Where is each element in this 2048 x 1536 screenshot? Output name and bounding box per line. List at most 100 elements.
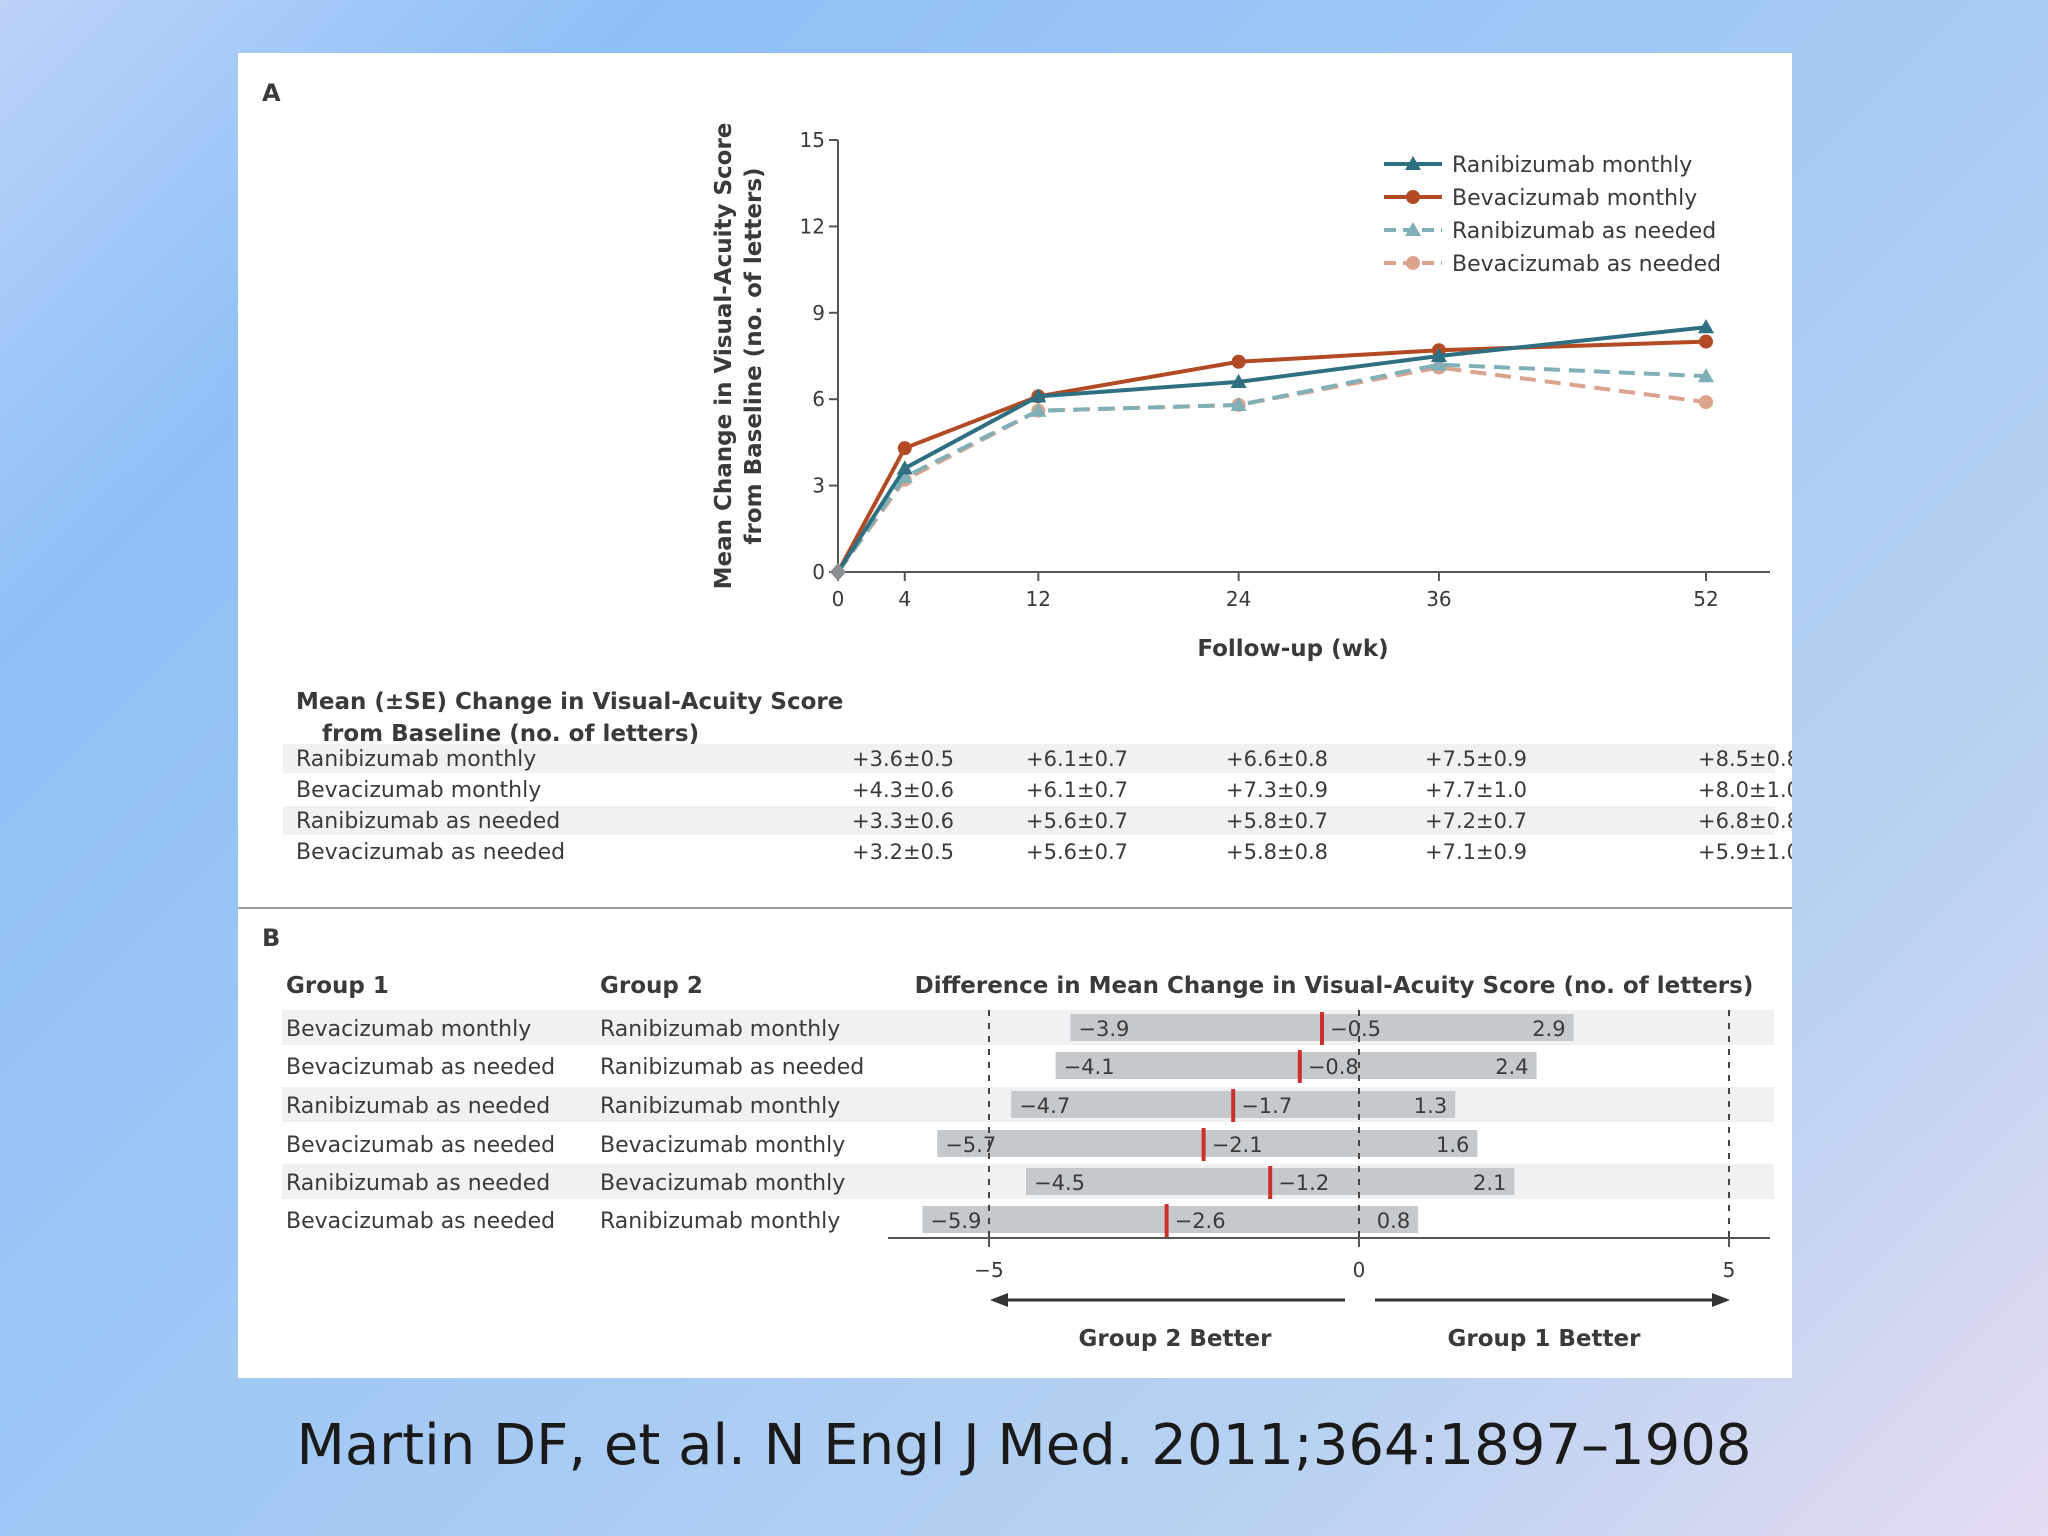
interval-low-label: −4.1	[1064, 1055, 1115, 1079]
y-axis-title-line: from Baseline (no. of letters)	[741, 167, 767, 544]
forest-row-group-2: Ranibizumab monthly	[600, 1209, 840, 1234]
legend-marker-2	[1404, 221, 1422, 237]
point-estimate-label: −0.8	[1308, 1055, 1359, 1079]
table-cell: +7.2±0.7	[1425, 809, 1527, 833]
table-row-stripe	[283, 806, 1775, 835]
confidence-interval-bar	[937, 1130, 1478, 1157]
arrow-right-head	[1712, 1293, 1730, 1307]
confidence-interval-bar	[1055, 1052, 1537, 1079]
group-1-better-label: Group 1 Better	[1448, 1326, 1642, 1352]
forest-row-group-2: Ranibizumab monthly	[600, 1017, 840, 1042]
legend-label: Ranibizumab monthly	[1452, 153, 1692, 178]
series-2-point	[1030, 402, 1047, 417]
table-cell: +5.6±0.7	[1026, 809, 1128, 833]
panel-a-table: Mean (±SE) Change in Visual-Acuity Score…	[283, 689, 1792, 865]
forest-x-tick-label: −5	[974, 1258, 1003, 1282]
table-cell: +3.6±0.5	[852, 747, 954, 771]
legend-label: Bevacizumab as needed	[1452, 252, 1721, 277]
y-tick-label: 12	[800, 214, 825, 238]
interval-high-label: 2.9	[1532, 1017, 1565, 1041]
interval-low-label: −5.9	[930, 1209, 981, 1233]
y-tick-label: 0	[812, 560, 825, 584]
table-cell: +6.1±0.7	[1026, 747, 1128, 771]
interval-low-label: −5.7	[945, 1133, 996, 1157]
table-cell: +5.8±0.8	[1226, 840, 1328, 864]
figure: A B 0 3 6 9 12 15 0 4 12 24 36 52 Follow-up (wk) Mean…	[238, 53, 1792, 1378]
forest-row-group-1: Ranibizumab as needed	[286, 1094, 550, 1119]
series-2-point	[1697, 368, 1715, 383]
series-2-point	[1230, 396, 1247, 411]
point-estimate-label: −1.2	[1278, 1171, 1329, 1195]
interval-high-label: 0.8	[1377, 1209, 1410, 1233]
table-row-label: Bevacizumab monthly	[296, 778, 541, 803]
table-cell: +7.3±0.9	[1226, 778, 1328, 802]
table-title-line: from Baseline (no. of letters)	[322, 721, 699, 747]
panel-b-letter: B	[262, 924, 280, 952]
point-estimate-label: −0.5	[1330, 1017, 1381, 1041]
forest-x-tick-label: 5	[1723, 1258, 1736, 1282]
interval-high-label: 2.1	[1473, 1171, 1506, 1195]
series-0-point	[1030, 388, 1047, 403]
legend-label: Ranibizumab as needed	[1452, 219, 1716, 244]
interval-high-label: 2.4	[1495, 1055, 1528, 1079]
table-cell: +6.8±0.8	[1698, 809, 1792, 833]
interval-low-label: −4.5	[1034, 1171, 1085, 1195]
x-tick-label: 36	[1426, 587, 1451, 611]
table-row-stripe	[283, 744, 1775, 773]
column-header-group-1: Group 1	[286, 973, 389, 999]
series-2-point	[896, 468, 913, 483]
legend-marker-1	[1406, 190, 1420, 204]
table-cell: +3.2±0.5	[852, 840, 954, 864]
series-0-point	[1430, 347, 1447, 363]
forest-x-tick-label: 0	[1353, 1258, 1366, 1282]
table-cell: +8.0±1.0	[1698, 778, 1792, 802]
group-2-better-label: Group 2 Better	[1079, 1326, 1273, 1352]
point-estimate-label: −2.6	[1175, 1209, 1226, 1233]
x-tick-label: 52	[1693, 587, 1718, 611]
forest-row-group-2: Bevacizumab monthly	[600, 1133, 845, 1158]
series-0-point	[1697, 319, 1715, 334]
table-cell: +6.1±0.7	[1026, 778, 1128, 802]
table-row-label: Ranibizumab monthly	[296, 747, 536, 772]
forest-row-group-2: Bevacizumab monthly	[600, 1171, 845, 1196]
y-axis-title-line: Mean Change in Visual-Acuity Score	[711, 123, 737, 590]
table-cell: +5.6±0.7	[1026, 840, 1128, 864]
series-line-3	[836, 365, 1707, 574]
series-0-point	[896, 460, 913, 475]
table-cell: +7.5±0.9	[1425, 747, 1527, 771]
forest-row-group-2: Ranibizumab as needed	[600, 1055, 864, 1080]
origin-point	[830, 563, 846, 581]
y-tick-label: 3	[812, 474, 825, 498]
series-3-point	[1699, 395, 1713, 410]
x-tick-label: 0	[832, 587, 845, 611]
forest-row-group-2: Ranibizumab monthly	[600, 1094, 840, 1119]
table-cell: +4.3±0.6	[852, 778, 954, 802]
point-estimate-label: −1.7	[1241, 1094, 1292, 1118]
interval-high-label: 1.6	[1436, 1133, 1469, 1157]
series-line-0	[836, 325, 1707, 574]
x-tick-label: 24	[1226, 587, 1251, 611]
citation: Martin DF, et al. N Engl J Med. 2011;364…	[296, 1413, 1752, 1478]
forest-row-group-1: Bevacizumab as needed	[286, 1055, 555, 1080]
table-cell: +6.6±0.8	[1226, 747, 1328, 771]
point-estimate-label: −2.1	[1212, 1133, 1263, 1157]
legend-marker-3	[1406, 256, 1420, 270]
x-axis-title: Follow-up (wk)	[1197, 636, 1388, 662]
interval-low-label: −3.9	[1078, 1017, 1129, 1041]
y-tick-label: 9	[812, 301, 825, 325]
table-cell: +5.9±1.0	[1698, 840, 1792, 864]
series-line-1	[836, 339, 1707, 573]
forest-row-group-1: Bevacizumab monthly	[286, 1017, 531, 1042]
interval-low-label: −4.7	[1019, 1094, 1070, 1118]
panel-b-forest-plot: Group 1 Group 2 Difference in Mean Change …	[282, 973, 1774, 1352]
series-0-point	[1230, 373, 1247, 388]
interval-high-label: 1.3	[1414, 1094, 1447, 1118]
arrow-left-head	[990, 1293, 1008, 1307]
forest-row-group-1: Bevacizumab as needed	[286, 1209, 555, 1234]
x-tick-label: 4	[898, 587, 911, 611]
series-2-point	[1430, 356, 1447, 371]
y-tick-label: 6	[812, 387, 825, 411]
table-cell: +7.1±0.9	[1425, 840, 1527, 864]
series-1-point	[897, 441, 912, 456]
